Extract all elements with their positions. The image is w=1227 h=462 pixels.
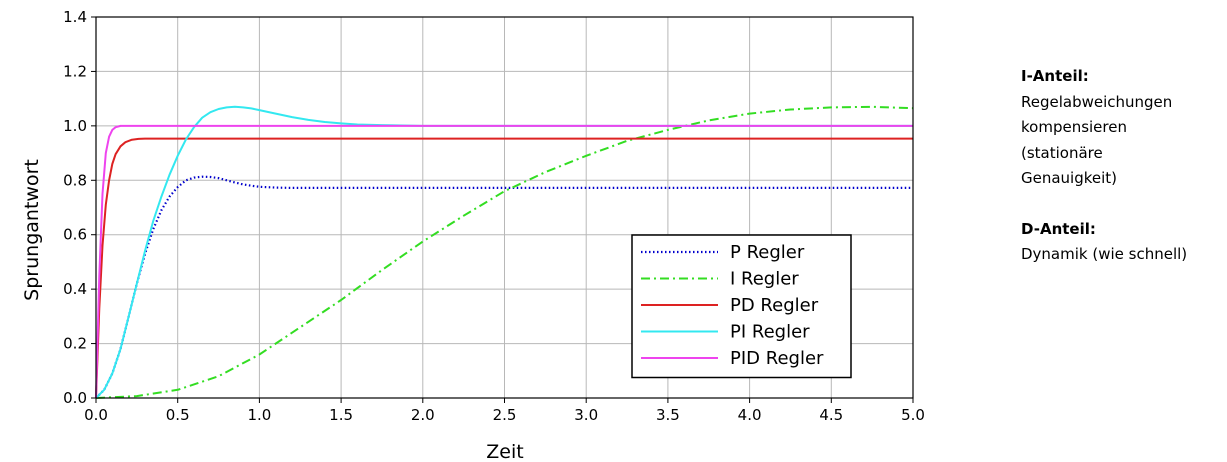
x-tick-label: 4.5 xyxy=(819,406,843,424)
i-anteil-line: Genauigkeit) xyxy=(1021,169,1118,187)
x-tick-label: 2.0 xyxy=(411,406,435,424)
y-tick-label: 1.2 xyxy=(63,62,87,80)
legend-label: PD Regler xyxy=(730,295,819,316)
series-line-3 xyxy=(95,137,913,399)
x-tick-label: 0.5 xyxy=(166,406,190,424)
series-line-2 xyxy=(95,105,914,399)
legend-label: P Regler xyxy=(730,242,805,263)
d-anteil-heading: D-Anteil: xyxy=(1021,219,1096,238)
i-anteil-line: kompensieren xyxy=(1021,118,1127,136)
x-tick-label: 3.0 xyxy=(574,406,598,424)
series-lines xyxy=(95,105,914,399)
step-response-chart: 0.0 0.5 1.0 1.5 2.0 2.5 3.0 3.5 4.0 4.5 5.0 0.0 0.2 0… xyxy=(21,8,925,462)
x-tick-label: 1.0 xyxy=(247,406,271,424)
legend-label: I Regler xyxy=(730,269,799,290)
i-anteil-line: Regelabweichungen xyxy=(1021,92,1173,111)
y-tick-label: 1.0 xyxy=(63,117,87,135)
legend: P Regler I Regler PD Regler PI Regler PID Re… xyxy=(631,234,852,379)
y-tick-label: 0.0 xyxy=(63,389,87,407)
y-tick-label: 0.2 xyxy=(63,335,87,353)
y-axis-title: Sprungantwort xyxy=(21,159,43,301)
d-anteil-line: Dynamik (wie schnell) xyxy=(1021,245,1188,263)
series-line-1 xyxy=(95,175,913,399)
y-tick-label: 1.4 xyxy=(63,8,87,26)
x-tick-label: 3.5 xyxy=(656,406,680,424)
x-tick-label: 1.5 xyxy=(329,406,353,424)
side-notes: I-Anteil: Regelabweichungen kompensieren… xyxy=(1021,64,1227,268)
x-tick-label: 0.0 xyxy=(84,406,108,424)
x-tick-label: 2.5 xyxy=(493,406,517,424)
y-tick-label: 0.6 xyxy=(63,226,87,244)
y-tick-label: 0.8 xyxy=(63,171,87,189)
axis-ticks: 0.0 0.5 1.0 1.5 2.0 2.5 3.0 3.5 4.0 4.5 5.0 0.0 0.2 0… xyxy=(63,8,925,424)
i-anteil-heading: I-Anteil: xyxy=(1021,67,1089,85)
series-line-5 xyxy=(95,124,913,399)
legend-box xyxy=(631,234,852,379)
legend-label: PI Regler xyxy=(730,322,810,343)
x-axis-title: Zeit xyxy=(486,441,523,462)
legend-label: PID Regler xyxy=(730,348,824,369)
x-tick-label: 4.0 xyxy=(738,406,762,424)
i-anteil-line: (stationäre xyxy=(1021,143,1103,162)
x-tick-label: 5.0 xyxy=(901,406,925,424)
y-tick-label: 0.4 xyxy=(63,280,87,298)
